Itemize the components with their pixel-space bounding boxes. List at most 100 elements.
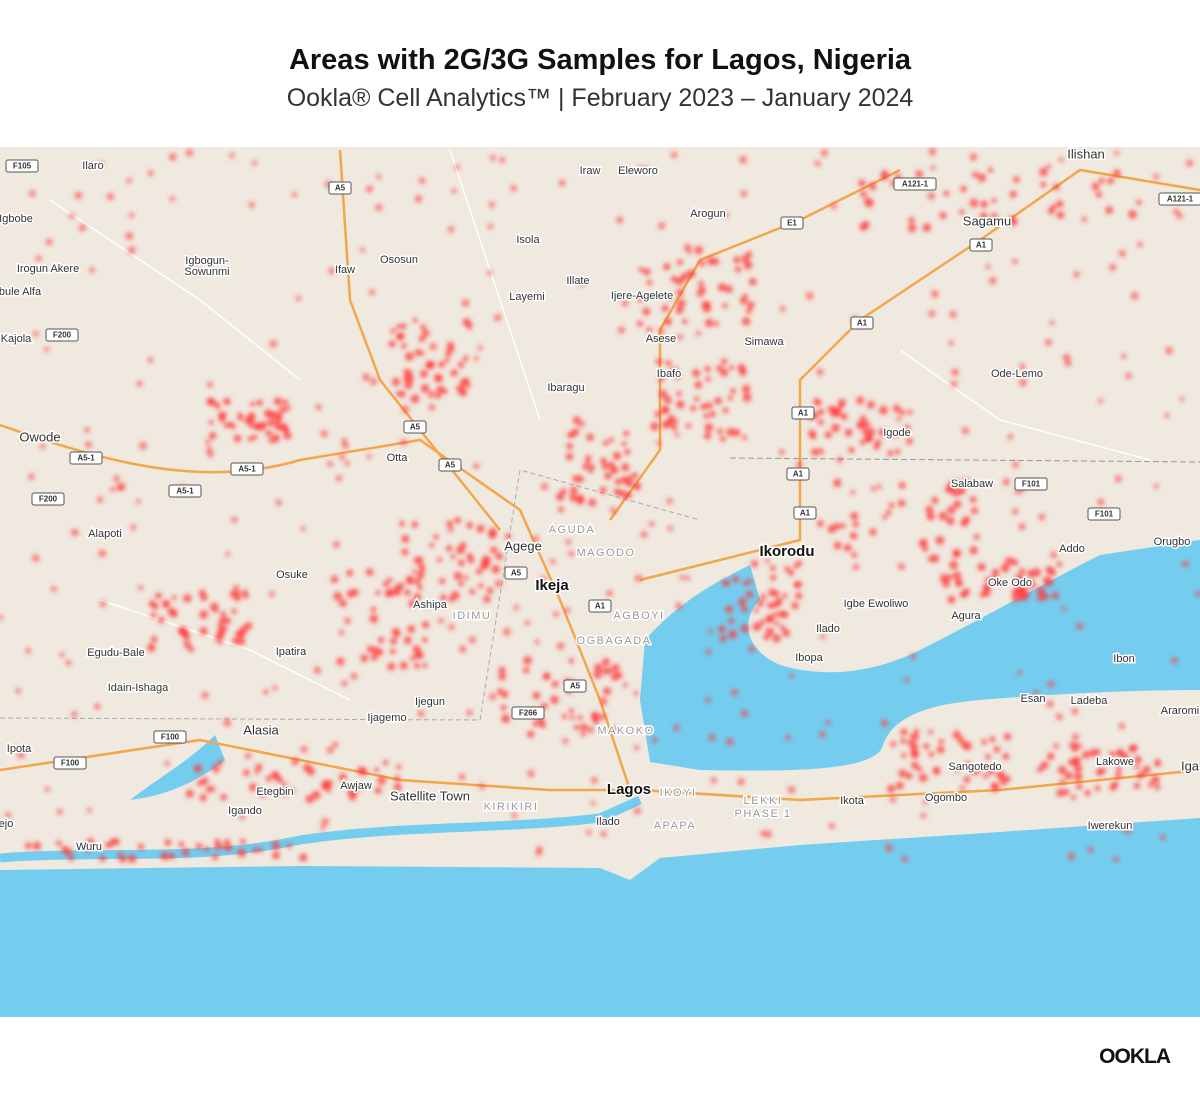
- sample: [1049, 320, 1055, 326]
- place-label: Igbogun-: [185, 255, 229, 267]
- road-shield: [230, 462, 264, 476]
- sample: [817, 447, 825, 455]
- sample: [188, 646, 195, 653]
- sample: [985, 753, 991, 760]
- sample: [704, 365, 711, 373]
- sample: [1113, 856, 1120, 863]
- sample: [824, 431, 833, 439]
- sample: [670, 151, 678, 159]
- sample: [255, 763, 263, 771]
- sample: [225, 551, 231, 557]
- sample: [1056, 561, 1063, 568]
- place-label: Igbobe: [0, 213, 33, 225]
- place-label: Iga: [1181, 758, 1200, 773]
- place-label: Awjaw: [340, 780, 372, 792]
- sample: [448, 596, 455, 603]
- place-label: Igbe Ewoliwo: [844, 598, 909, 610]
- sample: [405, 575, 413, 583]
- sample: [704, 301, 711, 308]
- sample: [764, 558, 770, 564]
- road-shield: [563, 679, 587, 693]
- sample: [488, 527, 498, 537]
- sample: [985, 576, 992, 584]
- sample: [421, 637, 428, 643]
- sample: [448, 623, 455, 631]
- sample: [137, 843, 145, 850]
- sample: [879, 405, 888, 415]
- sample: [716, 427, 724, 435]
- place-label: Orugbo: [1154, 536, 1191, 548]
- sample: [840, 523, 846, 529]
- sample: [572, 474, 580, 483]
- sample: [1012, 461, 1019, 469]
- sample: [237, 412, 243, 418]
- sample: [589, 463, 595, 470]
- road-shield: [31, 492, 65, 506]
- sample: [370, 653, 378, 661]
- sample: [322, 779, 330, 788]
- sample: [348, 792, 357, 801]
- sample: [56, 808, 63, 815]
- sample: [949, 310, 957, 319]
- sample: [446, 341, 455, 349]
- sample: [714, 397, 722, 405]
- sample: [585, 454, 592, 461]
- sample: [217, 639, 223, 645]
- place-label: Irogun Akere: [17, 263, 79, 275]
- sample: [947, 595, 956, 604]
- sample: [579, 279, 586, 287]
- sample: [332, 741, 339, 749]
- sample: [695, 330, 702, 337]
- place-label: Sowunmi: [184, 266, 229, 278]
- sample: [276, 414, 283, 421]
- sample: [1118, 722, 1126, 730]
- sample: [704, 423, 714, 433]
- road-shield: [791, 406, 815, 420]
- sample: [32, 841, 42, 851]
- place-label: Owode: [19, 429, 60, 444]
- sample: [478, 783, 486, 790]
- sample: [320, 825, 326, 831]
- sample: [586, 829, 592, 836]
- sample: [155, 592, 162, 600]
- sample: [1018, 586, 1026, 595]
- sample: [1099, 767, 1106, 774]
- sample: [447, 526, 454, 533]
- road-label: A1: [798, 409, 809, 418]
- sample: [375, 203, 383, 212]
- place-label: Egudu-Bale: [87, 647, 145, 659]
- place-label: Alapoti: [88, 528, 122, 540]
- sample: [540, 575, 547, 582]
- sample: [1123, 756, 1129, 762]
- sample: [730, 388, 736, 394]
- sample: [147, 170, 154, 177]
- sample: [725, 285, 733, 294]
- sample: [291, 191, 298, 198]
- sample: [444, 357, 450, 363]
- sample: [600, 697, 606, 703]
- sample: [458, 580, 464, 587]
- sample: [1011, 594, 1020, 602]
- sample: [419, 369, 428, 378]
- road-label: A121-1: [902, 180, 929, 189]
- sample: [604, 472, 612, 480]
- sample: [1151, 775, 1160, 784]
- sample: [39, 443, 46, 450]
- sample: [850, 489, 856, 496]
- sample: [1067, 852, 1076, 861]
- road-shield: [780, 216, 804, 230]
- sample: [300, 525, 306, 532]
- place-label: Ifaw: [335, 264, 355, 276]
- sample: [513, 604, 520, 611]
- sample: [565, 452, 574, 461]
- sample: [705, 696, 712, 703]
- sample: [795, 461, 803, 469]
- sample: [1073, 271, 1080, 278]
- sample: [504, 533, 511, 540]
- sample: [573, 418, 579, 425]
- sample: [511, 812, 518, 819]
- sample: [99, 855, 106, 862]
- sample: [404, 352, 414, 361]
- road-shield: [850, 316, 874, 330]
- sample: [1084, 789, 1091, 797]
